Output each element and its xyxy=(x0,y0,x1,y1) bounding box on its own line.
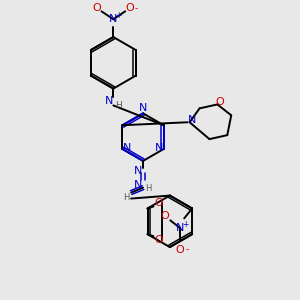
Text: O: O xyxy=(215,98,224,107)
Text: H: H xyxy=(123,193,129,202)
Text: -: - xyxy=(185,246,189,255)
Text: O: O xyxy=(176,245,184,255)
Text: H: H xyxy=(115,101,122,110)
Text: O: O xyxy=(126,3,135,13)
Text: O: O xyxy=(154,197,163,208)
Text: N: N xyxy=(176,223,184,233)
Text: N: N xyxy=(109,14,118,24)
Text: N: N xyxy=(134,180,142,190)
Text: N: N xyxy=(105,97,114,106)
Text: N: N xyxy=(139,103,147,113)
Text: +: + xyxy=(182,220,189,229)
Text: N: N xyxy=(123,143,132,153)
Text: N: N xyxy=(154,143,163,153)
Text: N: N xyxy=(188,115,196,125)
Text: O: O xyxy=(160,212,169,221)
Text: O: O xyxy=(92,3,101,13)
Text: -: - xyxy=(134,4,138,13)
Text: N: N xyxy=(134,166,142,176)
Text: O: O xyxy=(154,235,163,245)
Text: H: H xyxy=(145,184,151,193)
Text: +: + xyxy=(116,11,122,20)
